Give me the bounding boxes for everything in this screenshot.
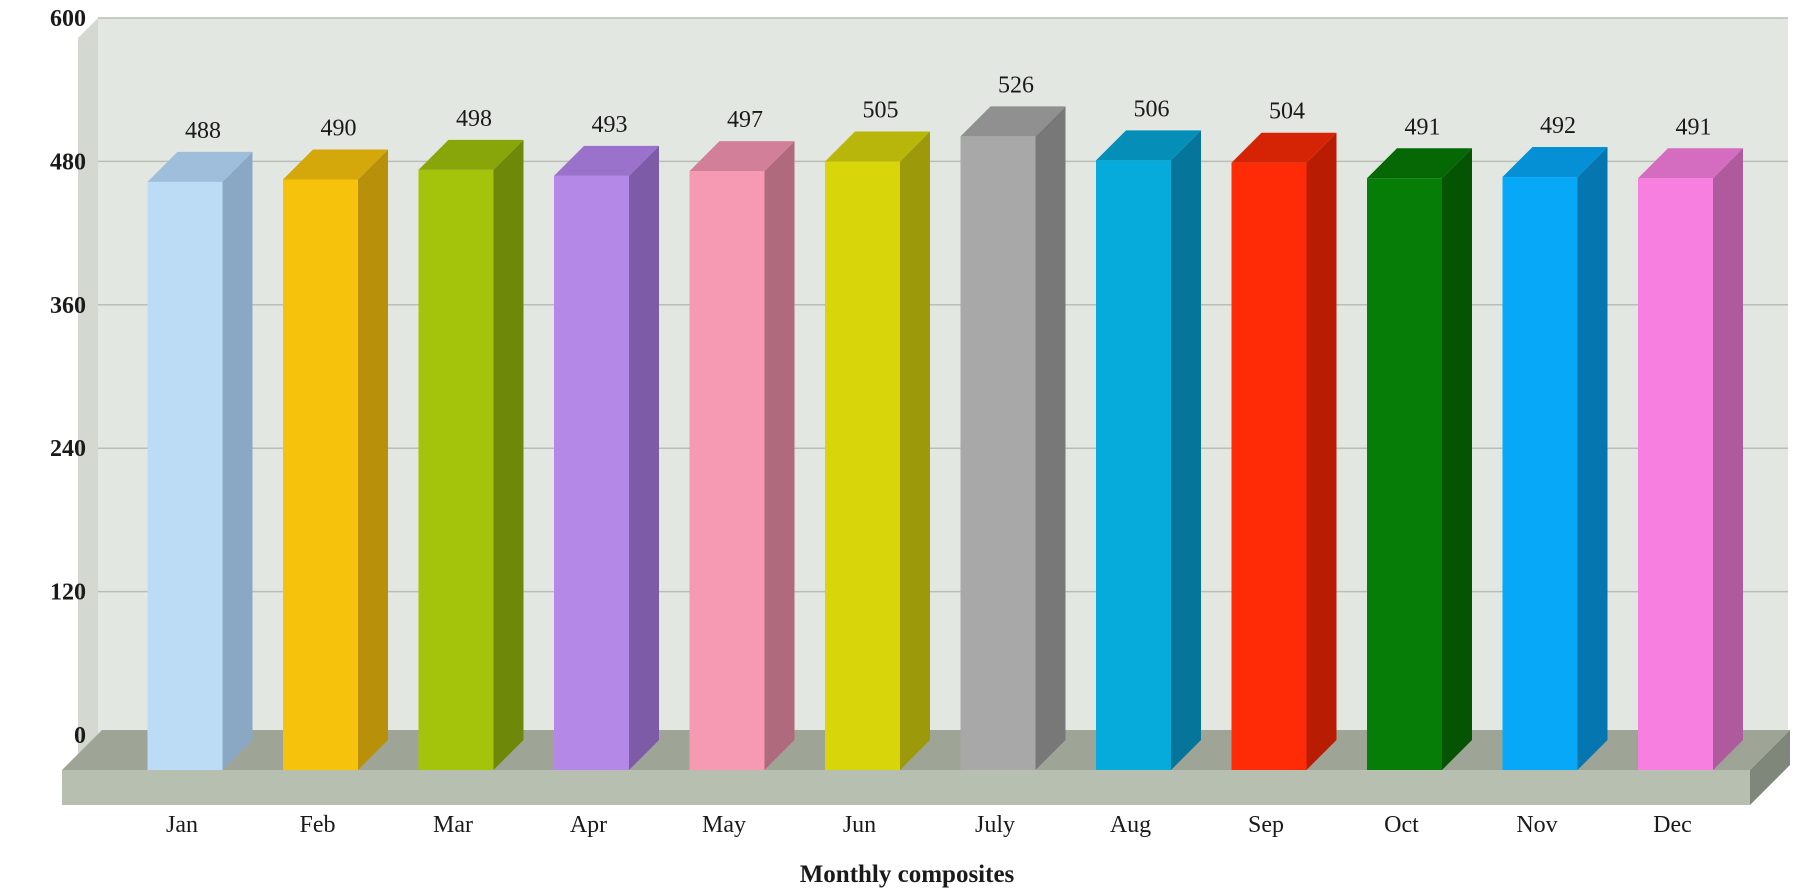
bar-top bbox=[283, 149, 388, 180]
bar-mar bbox=[418, 139, 524, 770]
bar-side bbox=[358, 149, 388, 770]
bar-side bbox=[1713, 148, 1743, 770]
x-tick-label: Jun bbox=[843, 812, 876, 838]
data-label: 505 bbox=[863, 98, 899, 124]
bar-front bbox=[1231, 162, 1307, 771]
bar-front bbox=[1367, 178, 1442, 770]
bar-top bbox=[825, 131, 930, 162]
x-tick-label: Oct bbox=[1384, 812, 1419, 838]
y-tick-label: 360 bbox=[50, 293, 86, 319]
bar-oct bbox=[1367, 148, 1472, 770]
data-labels: 488 490 498 493 497 505 526 506 504 491 492 491 bbox=[185, 72, 1712, 143]
bar-nov bbox=[1502, 147, 1608, 770]
bar-may bbox=[689, 141, 795, 770]
y-tick-label: 600 bbox=[50, 6, 86, 32]
bar-side bbox=[1577, 147, 1608, 770]
bar-front bbox=[1096, 160, 1171, 770]
bar-top bbox=[1502, 147, 1608, 178]
bar-apr bbox=[554, 145, 659, 771]
bar-front bbox=[554, 175, 629, 771]
x-tick-label: May bbox=[702, 812, 746, 838]
bar-side bbox=[1442, 148, 1472, 770]
bar-side bbox=[900, 131, 930, 770]
data-label: 488 bbox=[185, 118, 221, 144]
x-tick-label: Feb bbox=[300, 812, 336, 838]
x-axis-ticks: Jan Feb Mar Apr May Jun July Aug Sep Oct Nov Dec bbox=[166, 812, 1692, 838]
x-tick-label: July bbox=[975, 812, 1015, 838]
bar-top bbox=[1367, 148, 1472, 179]
bar-july bbox=[960, 106, 1066, 771]
y-axis-ticks: 0 120 240 360 480 600 bbox=[50, 6, 86, 749]
bar-dec bbox=[1638, 148, 1743, 770]
data-label: 491 bbox=[1676, 114, 1712, 140]
bar-front bbox=[1502, 177, 1578, 770]
bars bbox=[147, 106, 1743, 771]
y-tick-label: 0 bbox=[74, 723, 86, 749]
bar-front bbox=[283, 179, 358, 770]
floor-side bbox=[1750, 730, 1790, 805]
data-label: 490 bbox=[321, 115, 357, 141]
bar-front bbox=[825, 161, 900, 770]
data-label: 492 bbox=[1540, 113, 1576, 139]
bar-side bbox=[764, 141, 795, 770]
bar-top bbox=[1638, 148, 1743, 179]
bar-side bbox=[629, 145, 659, 771]
y-tick-label: 120 bbox=[50, 580, 86, 606]
bar-feb bbox=[283, 149, 388, 770]
data-label: 526 bbox=[998, 72, 1034, 98]
side-wall bbox=[78, 18, 98, 755]
bar-top bbox=[1231, 132, 1337, 163]
bar-side bbox=[222, 151, 253, 771]
data-label: 498 bbox=[456, 106, 492, 132]
x-tick-label: Nov bbox=[1516, 812, 1557, 838]
x-tick-label: Aug bbox=[1110, 812, 1151, 838]
x-axis-label: Monthly composites bbox=[800, 861, 1015, 888]
bar-front bbox=[1638, 178, 1713, 770]
bar-side bbox=[493, 139, 524, 770]
x-tick-label: Sep bbox=[1248, 812, 1284, 838]
bar-jun bbox=[825, 131, 930, 770]
bar-front bbox=[689, 171, 765, 770]
bar-top bbox=[1096, 130, 1201, 161]
bar-top bbox=[147, 151, 253, 182]
bar-aug bbox=[1096, 130, 1201, 770]
x-tick-label: Mar bbox=[433, 812, 473, 838]
x-tick-label: Dec bbox=[1653, 812, 1692, 838]
bar-top bbox=[418, 139, 524, 170]
x-tick-label: Apr bbox=[570, 812, 607, 838]
bar-side bbox=[1306, 132, 1337, 771]
bar-top bbox=[960, 106, 1066, 137]
bar-front bbox=[960, 136, 1036, 770]
bar-top bbox=[554, 145, 659, 176]
data-label: 504 bbox=[1269, 99, 1305, 125]
bar-jan bbox=[147, 151, 253, 771]
data-label: 491 bbox=[1405, 114, 1441, 140]
y-tick-label: 240 bbox=[50, 436, 86, 462]
data-label: 493 bbox=[592, 112, 628, 138]
x-tick-label: Jan bbox=[166, 812, 198, 838]
bar-top bbox=[689, 141, 795, 172]
data-label: 506 bbox=[1134, 96, 1170, 122]
data-label: 497 bbox=[727, 107, 763, 133]
bar-side bbox=[1035, 106, 1066, 771]
floor-front bbox=[62, 770, 1750, 805]
y-tick-label: 480 bbox=[50, 149, 86, 175]
bar-front bbox=[147, 181, 223, 771]
bar-sep bbox=[1231, 132, 1337, 771]
bar-side bbox=[1171, 130, 1201, 770]
bar-front bbox=[418, 169, 494, 770]
